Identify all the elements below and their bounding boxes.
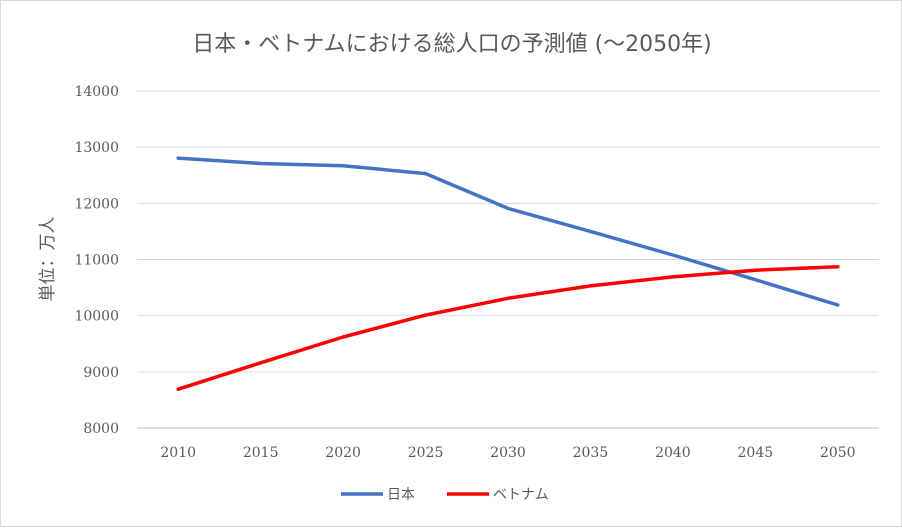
- y-tick-label: 11000: [74, 253, 119, 269]
- x-tick-label: 2015: [243, 445, 279, 461]
- legend: 日本 ベトナム: [341, 487, 549, 503]
- x-tick-label: 2050: [820, 445, 856, 461]
- legend-label: 日本: [387, 487, 415, 503]
- y-tick-label: 12000: [74, 196, 119, 212]
- x-tick-label: 2030: [490, 445, 526, 461]
- series-line-日本: [176, 156, 840, 307]
- gridlines: [137, 90, 879, 429]
- series-lines: [176, 156, 840, 391]
- x-tick-label: 2020: [325, 445, 361, 461]
- x-tick-label: 2040: [655, 445, 691, 461]
- x-tick-label: 2025: [408, 445, 444, 461]
- legend-label: ベトナム: [493, 487, 549, 503]
- x-axis-ticks: 2010 2015 2020 2025 2030 2035 2040 2045 2050: [160, 445, 855, 461]
- x-tick-label: 2045: [738, 445, 774, 461]
- y-axis-label: 単位：万人: [38, 217, 58, 302]
- y-tick-label: 14000: [74, 84, 119, 100]
- y-tick-label: 13000: [74, 140, 119, 156]
- series-line-ベトナム: [176, 265, 840, 391]
- x-tick-label: 2035: [573, 445, 609, 461]
- x-tick-label: 2010: [160, 445, 196, 461]
- y-tick-label: 9000: [83, 365, 119, 381]
- y-axis-ticks: 8000 9000 10000 11000 12000 13000 14000: [74, 84, 119, 437]
- y-tick-label: 8000: [83, 421, 119, 437]
- chart-title: 日本・ベトナムにおける総人口の予測値 (～2050年): [192, 32, 712, 57]
- y-tick-label: 10000: [74, 309, 119, 325]
